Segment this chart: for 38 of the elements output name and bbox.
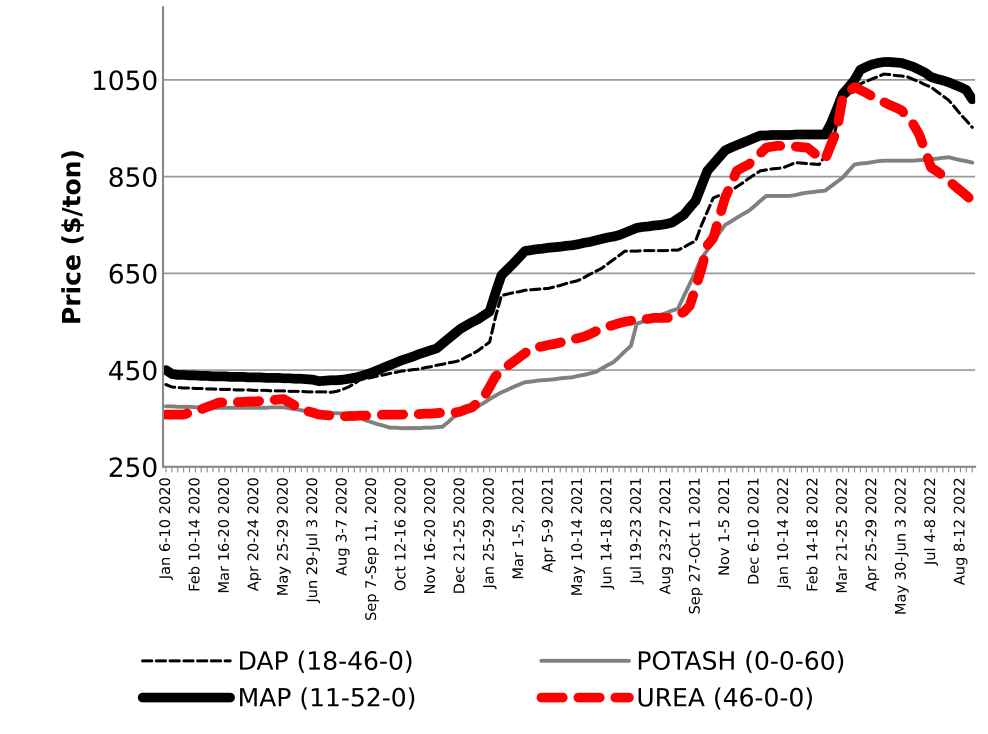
x-tick-label: Feb 10-14 2020: [188, 478, 200, 590]
y-tick-label: 1050: [94, 70, 156, 90]
x-tick-label: Nov 16-20 2020: [424, 478, 436, 594]
x-tick-label: Jun 14-18 2021: [600, 478, 614, 590]
x-tick-label: Apr 5-9 2021: [542, 478, 556, 573]
x-tick-label: Jul 4-8 2022: [924, 478, 938, 566]
x-tick-label: Jan 10-14 2022: [777, 478, 791, 590]
x-tick-label: Dec 21-25 2020: [453, 478, 464, 593]
y-tick-label: 450: [109, 360, 156, 380]
x-tick-label: Mar 16-20 2020: [218, 478, 230, 592]
x-tick-label: Mar 1-5, 2021: [512, 478, 525, 578]
x-tick-label: Jan 6-10 2020: [159, 478, 173, 580]
x-tick-label: Sep 7-Sep 11, 2020: [365, 478, 379, 620]
x-tick-label: Aug 8-12 2022: [954, 478, 968, 586]
x-tick-label: Nov 1-5 2021: [718, 478, 730, 574]
legend-label: DAP (18-46-0): [240, 650, 412, 673]
x-tick-label: Oct 12-16 2020: [394, 478, 406, 590]
y-tick-label: 650: [110, 264, 156, 284]
x-tick-label: May 10-14 2021: [571, 478, 585, 595]
x-tick-label: Jan 25-29 2020: [482, 478, 497, 590]
x-tick-label: Dec 6-10 2021: [748, 478, 759, 584]
x-tick-label: Apr 25-29 2022: [865, 478, 880, 592]
legend-label: UREA (46-0-0): [638, 687, 812, 710]
x-tick-label: Aug 23-27 2021: [659, 478, 674, 594]
legend-label: MAP (11-52-0): [240, 687, 414, 710]
x-tick-label: Jun 29-Jul 3 2020: [306, 478, 320, 604]
x-tick-label: Sep 27-Oct 1 2021: [688, 478, 703, 614]
legend-label: POTASH (0-0-60): [638, 650, 844, 673]
x-tick-label: May 30-Jun 3 2022: [894, 478, 909, 614]
y-axis-title: Price ($/ton): [61, 151, 84, 323]
x-tick-label: Apr 20-24 2020: [247, 478, 262, 592]
x-tick-label: Mar 21-25 2022: [836, 478, 847, 592]
x-tick-label: Aug 3-7 2020: [336, 478, 350, 576]
y-tick-label: 250: [110, 457, 156, 478]
y-tick-label: 850: [110, 167, 156, 188]
x-tick-label: Feb 14-18 2022: [806, 478, 818, 590]
x-tick-label: Jul 19-23 2021: [630, 478, 644, 584]
x-tick-label: May 25-29 2020: [276, 478, 291, 595]
